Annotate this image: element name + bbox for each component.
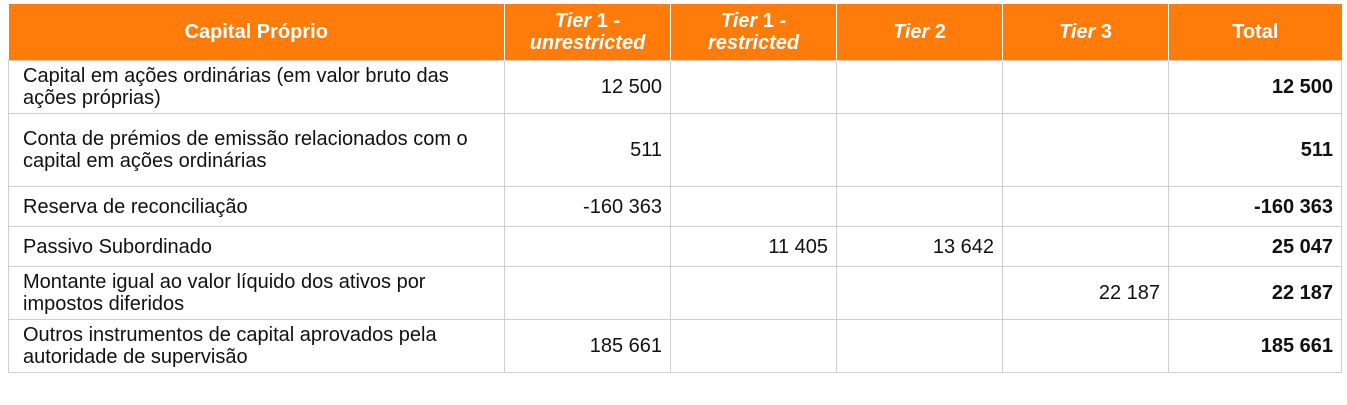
cell-tier1-restricted: [670, 319, 837, 373]
header-tier-word: Tier: [720, 10, 758, 32]
cell-tier3: [1002, 226, 1169, 267]
cell-tier1-unrestricted: -160 363: [504, 186, 671, 227]
header-tier-word: Tier: [1058, 21, 1096, 43]
cell-tier1-unrestricted: 12 500: [504, 60, 671, 114]
table-header-row: Capital Próprio Tier 1 - unrestricted Ti…: [8, 4, 1342, 61]
cell-tier3: [1002, 186, 1169, 227]
cell-total: 12 500: [1168, 60, 1342, 114]
header-total: Total: [1168, 4, 1342, 61]
row-label: Reserva de reconciliação: [8, 186, 505, 227]
row-label: Outros instrumentos de capital aprovados…: [8, 319, 505, 373]
table-row: Capital em ações ordinárias (em valor br…: [8, 60, 1342, 114]
cell-tier3: [1002, 113, 1169, 187]
table-row: Reserva de reconciliação -160 363 -160 3…: [8, 186, 1342, 227]
row-label: Montante igual ao valor líquido dos ativ…: [8, 266, 505, 320]
table-row: Conta de prémios de emissão relacionados…: [8, 113, 1342, 187]
header-tier-number: 3: [1100, 21, 1112, 43]
cell-total: -160 363: [1168, 186, 1342, 227]
header-tier1-unrestricted: Tier 1 - unrestricted: [504, 4, 671, 61]
cell-tier3: 22 187: [1002, 266, 1169, 320]
table-row: Passivo Subordinado 11 405 13 642 25 047: [8, 226, 1342, 267]
cell-tier1-restricted: [670, 266, 837, 320]
row-label: Conta de prémios de emissão relacionados…: [8, 113, 505, 187]
header-tier2: Tier 2: [836, 4, 1003, 61]
row-label: Passivo Subordinado: [8, 226, 505, 267]
cell-tier1-restricted: [670, 113, 837, 187]
cell-tier2: [836, 266, 1003, 320]
cell-tier3: [1002, 60, 1169, 114]
cell-total: 25 047: [1168, 226, 1342, 267]
cell-tier1-unrestricted: [504, 266, 671, 320]
cell-tier1-restricted: [670, 186, 837, 227]
cell-tier1-restricted: [670, 60, 837, 114]
capital-table-container: Capital Próprio Tier 1 - unrestricted Ti…: [8, 4, 1342, 373]
cell-tier2: [836, 60, 1003, 114]
cell-tier2: [836, 113, 1003, 187]
row-label: Capital em ações ordinárias (em valor br…: [8, 60, 505, 114]
header-tier-sub: restricted: [707, 32, 800, 54]
header-tier-number: 1 -: [596, 10, 621, 32]
cell-total: 22 187: [1168, 266, 1342, 320]
cell-total: 185 661: [1168, 319, 1342, 373]
header-tier-word: Tier: [892, 21, 930, 43]
own-funds-table: Capital Próprio Tier 1 - unrestricted Ti…: [8, 4, 1342, 373]
cell-tier2: 13 642: [836, 226, 1003, 267]
cell-tier3: [1002, 319, 1169, 373]
header-tier-sub: unrestricted: [529, 32, 646, 54]
cell-total: 511: [1168, 113, 1342, 187]
header-tier3: Tier 3: [1002, 4, 1169, 61]
cell-tier2: [836, 186, 1003, 227]
header-tier1-restricted: Tier 1 - restricted: [670, 4, 837, 61]
cell-tier2: [836, 319, 1003, 373]
header-tier-number: 1 -: [762, 10, 787, 32]
header-capital-proprio: Capital Próprio: [8, 4, 505, 61]
cell-tier1-unrestricted: [504, 226, 671, 267]
header-tier-number: 2: [934, 21, 946, 43]
table-row: Montante igual ao valor líquido dos ativ…: [8, 266, 1342, 320]
table-row: Outros instrumentos de capital aprovados…: [8, 319, 1342, 373]
cell-tier1-unrestricted: 511: [504, 113, 671, 187]
cell-tier1-restricted: 11 405: [670, 226, 837, 267]
header-tier-word: Tier: [554, 10, 592, 32]
cell-tier1-unrestricted: 185 661: [504, 319, 671, 373]
